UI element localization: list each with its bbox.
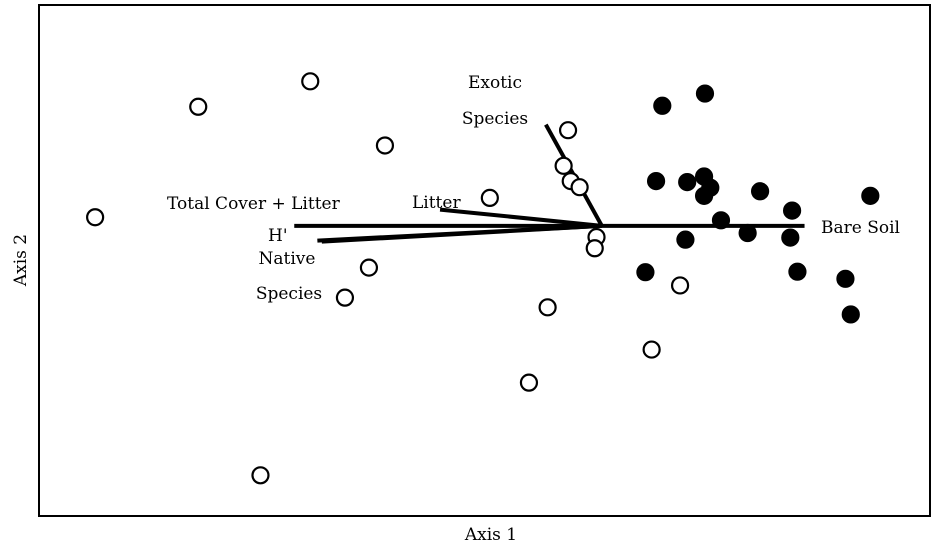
open-site-point-16 — [642, 340, 661, 359]
filled-site-point-11 — [711, 211, 731, 230]
open-site-point-1 — [86, 208, 105, 227]
filled-site-point-2 — [695, 84, 715, 103]
filled-site-point-7 — [694, 186, 714, 205]
vector-layer — [294, 123, 805, 244]
label-exotic-species-line-2: Species — [462, 109, 528, 129]
open-site-point-9 — [570, 178, 589, 197]
filled-site-point-9 — [861, 186, 880, 205]
open-site-point-3 — [301, 72, 320, 91]
vector-native-species — [317, 223, 602, 243]
filled-site-point-13 — [781, 228, 800, 247]
filled-site-point-16 — [788, 262, 807, 281]
y-axis-label: Axis 2 — [11, 234, 31, 287]
open-site-point-7 — [554, 156, 573, 175]
filled-site-point-10 — [782, 201, 802, 220]
filled-site-point-3 — [646, 171, 666, 191]
filled-site-point-4 — [678, 173, 697, 192]
open-site-point-2 — [189, 97, 208, 116]
label-native-species-line-2: Species — [256, 284, 322, 304]
open-site-point-17 — [519, 373, 539, 392]
label-bare-soil: Bare Soil — [821, 218, 900, 238]
open-site-point-4 — [375, 136, 395, 155]
open-site-point-12 — [359, 258, 379, 277]
filled-site-point-8 — [750, 182, 770, 201]
label-h-prime: H' — [268, 226, 288, 246]
label-litter: Litter — [412, 193, 461, 213]
open-site-point-13 — [335, 288, 355, 307]
open-site-point-6 — [558, 121, 578, 140]
filled-site-point-14 — [676, 230, 695, 249]
filled-site-point-1 — [653, 96, 672, 115]
x-axis-label: Axis 1 — [464, 525, 517, 545]
open-site-point-14 — [538, 298, 557, 317]
filled-site-point-17 — [836, 269, 855, 288]
label-native-species-line-1: Native — [259, 249, 316, 269]
open-site-point-5 — [480, 188, 499, 207]
plot-frame — [38, 4, 931, 517]
open-site-point-15 — [670, 276, 690, 295]
label-total-cover-litter: Total Cover + Litter — [167, 194, 341, 214]
open-site-point-18 — [251, 466, 270, 485]
filled-site-point-18 — [841, 305, 860, 324]
label-exotic-species-line-1: Exotic — [468, 73, 522, 93]
point-layer — [86, 72, 880, 485]
vector-label-layer: Exotic Species Litter Total Cover + Litter H… — [167, 73, 900, 304]
filled-site-point-12 — [738, 223, 757, 243]
filled-site-point-15 — [636, 263, 655, 282]
vector-litter — [439, 207, 603, 228]
open-site-point-11 — [585, 239, 604, 258]
